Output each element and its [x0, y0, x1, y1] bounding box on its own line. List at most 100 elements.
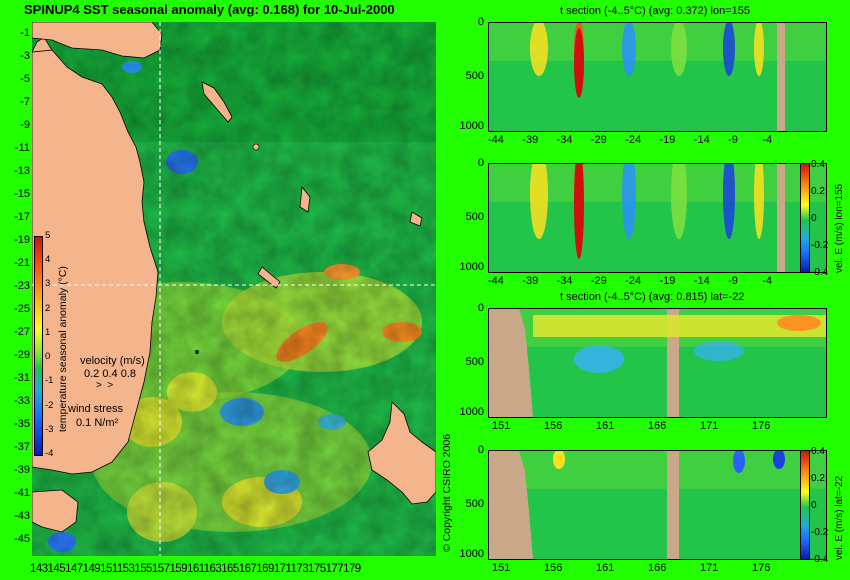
section-x-tick: -24 [625, 134, 642, 146]
lat-tick-label: -17 [14, 211, 30, 223]
lat-tick-label: -25 [14, 303, 30, 315]
map-colorbar-tick: -1 [45, 375, 54, 387]
section-x-tick: 171 [700, 420, 719, 432]
section-colorbar-tick: -0.4 [811, 554, 829, 565]
section-x-tick: -4 [762, 275, 773, 287]
map-colorbar-tick: -2 [45, 399, 54, 411]
lat-tick-label: -29 [14, 349, 30, 361]
section-x-tick: 156 [544, 562, 563, 574]
section-colorbar-tick: -0.4 [811, 267, 829, 278]
section-x-tick: -29 [590, 134, 607, 146]
map-colorbar-tick: 2 [45, 302, 51, 314]
section-x-tick: 176 [752, 420, 771, 432]
map-colorbar-tick: 0 [45, 351, 51, 363]
sst-map[interactable] [32, 22, 436, 556]
section-y-tick: 500 [465, 70, 484, 82]
lat-tick-label: -9 [20, 119, 30, 131]
velocity-legend-scale: 0.2 0.4 0.8 [84, 368, 136, 380]
section-y-tick: 1000 [459, 406, 484, 418]
map-colorbar-tick: -4 [45, 448, 54, 459]
lat-tick-label: -11 [14, 142, 30, 154]
section-y-tick: 0 [477, 16, 484, 28]
section-x-tick: 166 [648, 562, 667, 574]
lat-tick-label: -21 [14, 257, 30, 269]
section-x-tick: -14 [693, 134, 710, 146]
map-colorbar-tick: 5 [45, 230, 51, 241]
section-x-tick: 176 [752, 562, 771, 574]
section-x-tick: -19 [659, 275, 676, 287]
lat-tick-label: -45 [14, 533, 30, 545]
lat-tick-label: -33 [14, 395, 30, 407]
section-colorbar-tick: -0.2 [811, 240, 829, 251]
section-y-tick: 500 [465, 498, 484, 510]
section-plot[interactable] [488, 22, 827, 132]
lat-tick-label: -13 [14, 165, 30, 177]
lat-tick-label: -37 [14, 441, 30, 453]
velocity-arrow-icon: > > [96, 380, 114, 391]
section-y-tick: 0 [477, 157, 484, 169]
map-colorbar [34, 236, 43, 456]
sst-map-svg [32, 22, 436, 556]
lon-axis-labels: 1431451471491511531551571591611631651671… [30, 563, 361, 575]
lat-tick-label: -15 [14, 188, 30, 200]
lat-tick-label: -3 [20, 50, 30, 62]
section-colorbar-label: vel. E (m/s) lon=155 [834, 183, 845, 273]
new-guinea-land [32, 22, 163, 59]
section-title: t section (-4..5°C) (avg: 0.372) lon=155 [560, 5, 750, 17]
section-plot[interactable] [488, 450, 827, 560]
lat-tick-label: -35 [14, 418, 30, 430]
section-x-tick: 166 [648, 420, 667, 432]
wind-legend-title: wind stress [68, 403, 124, 415]
section-colorbar-tick: -0.2 [811, 527, 829, 538]
section-y-tick: 1000 [459, 120, 484, 132]
section-plot[interactable] [488, 308, 827, 418]
section-colorbar-tick: 0.2 [811, 186, 825, 197]
wind-legend-scale: 0.1 N/m² [76, 417, 119, 429]
section-x-tick: -9 [728, 275, 738, 287]
section-colorbar-tick: 0 [811, 500, 817, 511]
section-colorbar-tick: 0 [811, 213, 817, 224]
section-colorbar-tick: 0.2 [811, 473, 825, 484]
lat-tick-label: -19 [14, 234, 30, 246]
tasmania-land [32, 489, 79, 533]
section-x-tick: -14 [693, 275, 710, 287]
map-colorbar-tick: -3 [45, 423, 54, 435]
section-plot[interactable] [488, 163, 827, 273]
section-x-tick: 156 [544, 420, 563, 432]
lat-tick-label: -23 [14, 280, 30, 292]
section-x-tick: 151 [492, 420, 511, 432]
section-x-tick: -34 [556, 275, 573, 287]
section-colorbar-label: vel. E (m/s) lat=-22 [834, 475, 845, 560]
map-colorbar-tick: 3 [45, 278, 51, 290]
section-y-tick: 0 [477, 444, 484, 456]
copyright-text: © Copyright CSIRO 2006 [441, 433, 453, 552]
section-x-tick: 171 [700, 562, 719, 574]
section-x-tick: 151 [492, 562, 511, 574]
section-x-tick: -34 [556, 134, 573, 146]
velocity-legend-title: velocity (m/s) [80, 355, 145, 367]
section-x-tick: -9 [728, 134, 738, 146]
section-x-tick: -44 [488, 134, 504, 146]
section-y-tick: 1000 [459, 261, 484, 273]
section-y-tick: 1000 [459, 548, 484, 560]
section-x-tick: 161 [596, 562, 615, 574]
lat-tick-label: -31 [14, 372, 30, 384]
section-colorbar-tick: 0.4 [811, 446, 825, 457]
lat-tick-label: -1 [20, 27, 30, 39]
section-x-tick: -39 [522, 134, 539, 146]
section-colorbar [800, 163, 810, 273]
section-x-tick: 161 [596, 420, 615, 432]
section-y-tick: 500 [465, 211, 484, 223]
lat-tick-label: -41 [14, 487, 30, 499]
section-x-tick: -4 [762, 134, 773, 146]
australia-land [32, 49, 159, 475]
lat-tick-label: -39 [14, 464, 30, 476]
lat-tick-label: -27 [14, 326, 30, 338]
section-x-tick: -19 [659, 134, 676, 146]
section-x-tick: -39 [522, 275, 539, 287]
map-colorbar-tick: 4 [45, 254, 51, 266]
new-zealand-land [367, 401, 436, 505]
section-y-tick: 500 [465, 356, 484, 368]
lat-tick-label: -43 [14, 510, 30, 522]
lat-tick-label: -5 [20, 73, 30, 85]
